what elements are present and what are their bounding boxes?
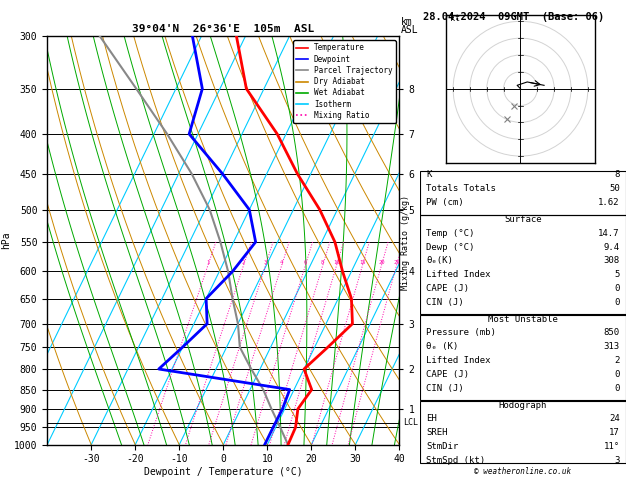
Bar <box>420 171 626 215</box>
Text: 0: 0 <box>615 284 620 293</box>
Text: © weatheronline.co.uk: © weatheronline.co.uk <box>474 467 572 476</box>
Text: Most Unstable: Most Unstable <box>488 314 558 324</box>
Text: 3: 3 <box>264 260 267 264</box>
Text: StmSpd (kt): StmSpd (kt) <box>426 456 486 465</box>
Bar <box>420 401 626 463</box>
Text: 9.4: 9.4 <box>604 243 620 252</box>
Text: Temp (°C): Temp (°C) <box>426 229 475 238</box>
Text: 3: 3 <box>615 456 620 465</box>
Text: CIN (J): CIN (J) <box>426 297 464 307</box>
Text: EH: EH <box>426 414 437 423</box>
Text: Surface: Surface <box>504 215 542 224</box>
Text: 8: 8 <box>615 171 620 179</box>
Text: 6: 6 <box>304 260 307 264</box>
Text: 308: 308 <box>604 256 620 265</box>
Text: kt: kt <box>450 14 460 23</box>
Text: CIN (J): CIN (J) <box>426 383 464 393</box>
Text: K: K <box>426 171 431 179</box>
Text: 25: 25 <box>393 260 399 264</box>
Text: 17: 17 <box>609 428 620 437</box>
Text: 15: 15 <box>359 260 365 264</box>
Text: CAPE (J): CAPE (J) <box>426 370 469 379</box>
Text: Totals Totals: Totals Totals <box>426 184 496 193</box>
Title: 39°04'N  26°36'E  105m  ASL: 39°04'N 26°36'E 105m ASL <box>132 24 314 35</box>
Text: 50: 50 <box>609 184 620 193</box>
Legend: Temperature, Dewpoint, Parcel Trajectory, Dry Adiabat, Wet Adiabat, Isotherm, Mi: Temperature, Dewpoint, Parcel Trajectory… <box>293 40 396 123</box>
Text: km: km <box>401 17 413 27</box>
Text: 5: 5 <box>615 270 620 279</box>
Text: ASL: ASL <box>401 25 419 35</box>
Text: Pressure (mb): Pressure (mb) <box>426 329 496 337</box>
Bar <box>420 315 626 400</box>
Text: 0: 0 <box>615 297 620 307</box>
Text: 4: 4 <box>280 260 283 264</box>
Text: 20: 20 <box>378 260 384 264</box>
Text: 28.04.2024  09GMT  (Base: 06): 28.04.2024 09GMT (Base: 06) <box>423 12 604 22</box>
Text: 14.7: 14.7 <box>598 229 620 238</box>
Bar <box>420 215 626 314</box>
Text: Lifted Index: Lifted Index <box>426 270 491 279</box>
Text: 24: 24 <box>609 414 620 423</box>
Text: 8: 8 <box>321 260 324 264</box>
Text: 1.62: 1.62 <box>598 198 620 207</box>
Text: 11°: 11° <box>604 442 620 451</box>
Text: 2: 2 <box>615 356 620 365</box>
Text: LCL: LCL <box>403 418 418 428</box>
Text: Mixing Ratio (g/kg): Mixing Ratio (g/kg) <box>401 195 410 291</box>
Text: 313: 313 <box>604 342 620 351</box>
Text: CAPE (J): CAPE (J) <box>426 284 469 293</box>
Text: SREH: SREH <box>426 428 448 437</box>
Text: Hodograph: Hodograph <box>499 400 547 410</box>
Text: StmDir: StmDir <box>426 442 459 451</box>
Text: Lifted Index: Lifted Index <box>426 356 491 365</box>
Text: 10: 10 <box>333 260 340 264</box>
Y-axis label: hPa: hPa <box>1 232 11 249</box>
Text: 2: 2 <box>242 260 245 264</box>
Text: 850: 850 <box>604 329 620 337</box>
Text: 0: 0 <box>615 383 620 393</box>
Text: θₑ(K): θₑ(K) <box>426 256 454 265</box>
Text: Dewp (°C): Dewp (°C) <box>426 243 475 252</box>
X-axis label: Dewpoint / Temperature (°C): Dewpoint / Temperature (°C) <box>144 467 303 477</box>
Text: PW (cm): PW (cm) <box>426 198 464 207</box>
Text: θₑ (K): θₑ (K) <box>426 342 459 351</box>
Text: 0: 0 <box>615 370 620 379</box>
Text: 1: 1 <box>206 260 209 264</box>
